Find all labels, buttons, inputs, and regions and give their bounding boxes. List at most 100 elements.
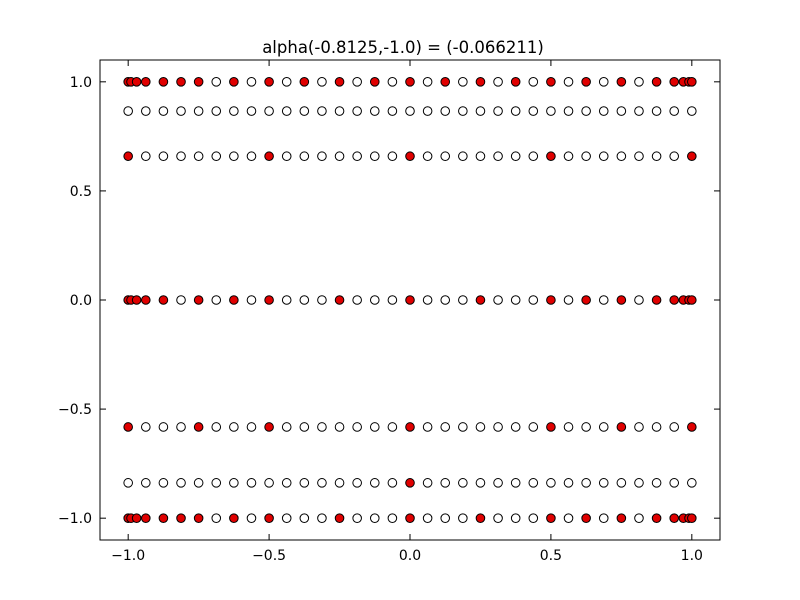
hollow-point: [352, 513, 362, 523]
filled-point: [140, 295, 151, 305]
filled-point: [229, 295, 239, 305]
plot-points: [123, 77, 697, 523]
hollow-point: [687, 106, 697, 116]
hollow-point: [634, 478, 644, 488]
hollow-point: [352, 295, 362, 305]
hollow-point: [528, 151, 539, 162]
hollow-point: [317, 513, 327, 523]
hollow-point: [493, 77, 503, 87]
hollow-point: [546, 478, 556, 488]
hollow-point: [369, 295, 380, 305]
hollow-point: [352, 478, 362, 488]
hollow-point: [176, 151, 186, 162]
filled-point: [669, 513, 680, 523]
filled-point: [193, 77, 204, 87]
hollow-point: [246, 478, 257, 488]
hollow-point: [687, 478, 697, 488]
filled-point: [334, 295, 345, 305]
filled-point: [405, 478, 415, 488]
hollow-point: [158, 151, 169, 162]
hollow-point: [475, 151, 486, 162]
hollow-point: [281, 295, 292, 305]
hollow-point: [264, 478, 274, 488]
hollow-point: [458, 478, 468, 488]
hollow-point: [634, 77, 644, 87]
hollow-point: [317, 295, 327, 305]
filled-point: [669, 77, 680, 87]
filled-point: [405, 513, 415, 523]
hollow-point: [281, 478, 292, 488]
filled-point: [581, 295, 591, 305]
hollow-point: [211, 295, 222, 305]
filled-point: [687, 151, 697, 162]
hollow-point: [493, 106, 503, 116]
filled-point: [264, 513, 274, 523]
hollow-point: [176, 106, 186, 116]
hollow-point: [246, 422, 257, 432]
hollow-point: [458, 151, 468, 162]
hollow-point: [299, 422, 310, 432]
hollow-point: [598, 513, 609, 523]
filled-point: [123, 422, 133, 432]
hollow-point: [458, 422, 468, 432]
hollow-point: [334, 422, 345, 432]
hollow-point: [598, 422, 609, 432]
filled-point: [193, 513, 204, 523]
hollow-point: [528, 513, 539, 523]
filled-point: [651, 295, 662, 305]
hollow-point: [158, 106, 169, 116]
hollow-point: [422, 422, 433, 432]
x-tick-label: 1.0: [681, 548, 703, 564]
filled-point: [176, 513, 186, 523]
hollow-point: [510, 422, 521, 432]
point-row: [123, 513, 697, 523]
hollow-point: [229, 106, 239, 116]
hollow-point: [281, 106, 292, 116]
filled-point: [405, 151, 415, 162]
hollow-point: [475, 422, 486, 432]
filled-point: [334, 77, 345, 87]
hollow-point: [369, 151, 380, 162]
filled-point: [475, 77, 486, 87]
hollow-point: [387, 151, 398, 162]
filled-point: [264, 422, 274, 432]
hollow-point: [246, 77, 257, 87]
hollow-point: [193, 106, 204, 116]
hollow-point: [458, 77, 468, 87]
hollow-point: [634, 295, 644, 305]
hollow-point: [387, 422, 398, 432]
hollow-point: [634, 422, 644, 432]
hollow-point: [634, 513, 644, 523]
hollow-point: [334, 151, 345, 162]
filled-point: [131, 513, 142, 523]
point-row: [123, 295, 697, 305]
filled-point: [651, 77, 662, 87]
hollow-point: [281, 513, 292, 523]
hollow-point: [211, 513, 222, 523]
hollow-point: [369, 478, 380, 488]
filled-point: [687, 513, 697, 523]
hollow-point: [510, 513, 521, 523]
point-row: [123, 422, 697, 432]
hollow-point: [299, 151, 310, 162]
hollow-point: [598, 151, 609, 162]
hollow-point: [317, 422, 327, 432]
hollow-point: [651, 422, 662, 432]
hollow-point: [458, 106, 468, 116]
hollow-point: [246, 295, 257, 305]
filled-point: [131, 77, 142, 87]
hollow-point: [193, 478, 204, 488]
hollow-point: [246, 151, 257, 162]
y-tick-label: −1.0: [58, 511, 92, 527]
hollow-point: [176, 422, 186, 432]
hollow-point: [528, 422, 539, 432]
y-tick-label: 0.0: [70, 293, 92, 309]
filled-point: [510, 77, 521, 87]
hollow-point: [140, 106, 151, 116]
y-tick-label: 0.5: [70, 184, 92, 200]
filled-point: [264, 77, 274, 87]
hollow-point: [669, 106, 680, 116]
hollow-point: [528, 106, 539, 116]
hollow-point: [387, 478, 398, 488]
